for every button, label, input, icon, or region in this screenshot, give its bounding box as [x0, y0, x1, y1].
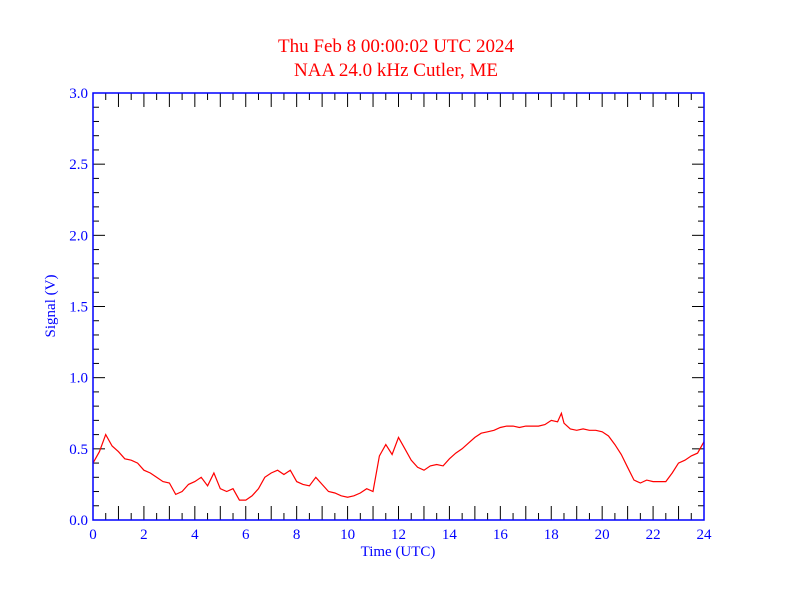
x-tick-label: 22	[646, 527, 661, 543]
y-tick-label: 3.0	[69, 86, 88, 102]
x-tick-label: 8	[293, 527, 301, 543]
x-tick-label: 10	[340, 527, 355, 543]
x-tick-label: 16	[493, 527, 509, 543]
x-tick-label: 2	[140, 527, 148, 543]
x-tick-label: 14	[442, 527, 458, 543]
x-tick-label: 20	[595, 527, 610, 543]
chart-title: Thu Feb 8 00:00:02 UTC 2024	[278, 36, 514, 57]
y-tick-label: 0.5	[69, 442, 88, 458]
y-tick-label: 0.0	[69, 513, 88, 529]
x-tick-label: 4	[191, 527, 199, 543]
x-tick-label: 6	[242, 527, 250, 543]
plot-frame	[92, 92, 705, 521]
series-line-naa-signal	[92, 411, 705, 501]
y-axis-label: Signal (V)	[43, 275, 59, 338]
x-tick-label: 24	[697, 527, 713, 543]
y-tick-label: 1.5	[69, 300, 88, 316]
x-axis-label: Time (UTC)	[361, 544, 436, 560]
x-tick-label: 12	[391, 527, 406, 543]
y-tick-label: 2.0	[69, 228, 88, 244]
x-tick-label: 18	[544, 527, 559, 543]
x-tick-label: 0	[89, 527, 97, 543]
y-tick-label: 1.0	[69, 371, 88, 387]
y-tick-label: 2.5	[69, 157, 88, 173]
chart-subtitle: NAA 24.0 kHz Cutler, ME	[294, 60, 498, 81]
